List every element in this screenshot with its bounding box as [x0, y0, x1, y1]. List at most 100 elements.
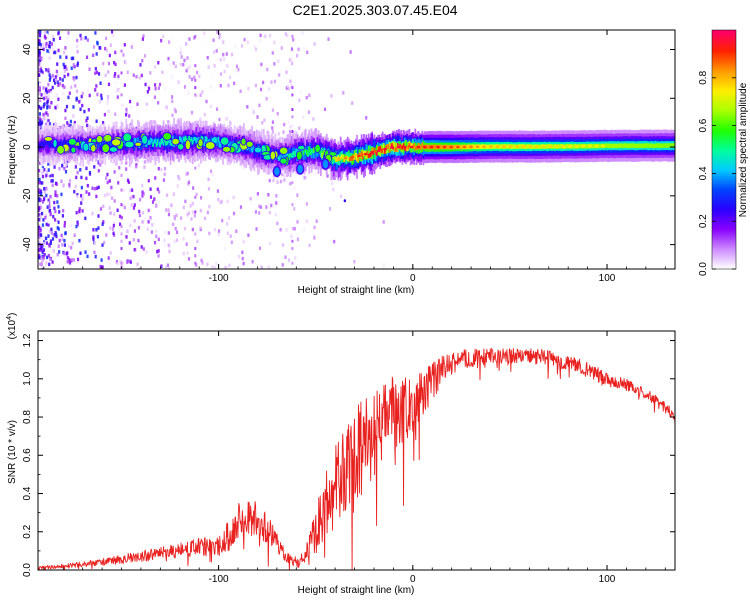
spectrogram-ridge-cell	[58, 141, 61, 147]
spectrogram-noise-cell	[78, 214, 81, 218]
spectrogram-noise-cell	[205, 99, 208, 104]
spectrogram-noise-cell	[209, 169, 213, 173]
spectrogram-noise-cell	[67, 95, 70, 100]
spectrogram-ridge-cell	[148, 140, 151, 146]
spectrogram-noise-cell	[40, 256, 43, 260]
spectrogram-noise-cell	[38, 168, 41, 173]
spectrogram-noise-cell	[39, 122, 42, 126]
spectrogram-noise-cell	[299, 90, 303, 94]
colorbar-cell	[712, 87, 736, 91]
spectrogram-noise-cell	[230, 109, 233, 113]
spectrogram-ridge-cell	[639, 143, 642, 148]
spectrogram-noise-cell	[56, 252, 59, 257]
spectrogram-noise-cell	[39, 205, 43, 210]
spectrogram-noise-cell	[251, 107, 254, 111]
spectrogram-peak	[442, 145, 447, 149]
spectrogram-noise-cell	[255, 181, 258, 186]
spectrogram-ridge-cell	[347, 156, 350, 162]
colorbar-cell	[712, 143, 736, 147]
spectrogram-ridge-cell	[312, 147, 315, 159]
spectrogram-noise-cell	[39, 189, 43, 193]
spectrogram-ridge-cell	[290, 153, 293, 158]
spectrogram-noise-cell	[63, 238, 66, 243]
spectrogram-ridge-cell	[49, 140, 52, 147]
spectrogram-noise-cell	[287, 86, 290, 91]
spectrogram-ridge-cell	[229, 141, 231, 147]
spectrogram-noise-cell	[38, 190, 41, 194]
spectrogram-noise-cell	[113, 170, 116, 174]
spectrogram-ridge-cell	[41, 140, 44, 145]
spectrogram-noise-cell	[149, 174, 153, 179]
spectrogram-noise-cell	[76, 220, 79, 224]
spectrogram-noise-cell	[108, 206, 111, 210]
spectrogram-noise-cell	[76, 44, 79, 49]
spectrogram-noise-cell	[76, 63, 79, 68]
spectrogram-noise-cell	[101, 120, 105, 125]
spectrogram-noise-cell	[78, 100, 81, 104]
spectrogram-noise-cell	[120, 49, 123, 53]
spectrogram-noise-cell	[194, 261, 197, 265]
spectrogram-noise-cell	[48, 45, 51, 49]
spectrogram-noise-cell	[271, 51, 274, 55]
spectrogram-noise-cell	[170, 203, 173, 208]
spectrogram-noise-cell	[192, 186, 195, 190]
spectrogram-noise-cell	[38, 235, 41, 240]
spectrogram-noise-cell	[46, 205, 49, 209]
spectrogram-noise-cell	[206, 196, 210, 201]
spectrogram-noise-cell	[63, 50, 66, 55]
spectrogram-noise-cell	[212, 50, 216, 54]
spectrogram-noise-cell	[78, 207, 81, 211]
spectrogram-noise-cell	[189, 204, 192, 208]
spectrogram-ridge-cell	[598, 143, 601, 149]
spectrogram-noise-cell	[47, 168, 50, 172]
spectrogram-ridge-cell	[211, 138, 214, 144]
spectrogram-noise-cell	[53, 233, 56, 237]
spectrogram-noise-cell	[78, 209, 81, 213]
colorbar-cell	[712, 53, 736, 57]
spectrogram-noise-cell	[94, 210, 97, 215]
spectrogram-noise-cell	[48, 201, 51, 205]
spectrogram-ridge-cell	[109, 140, 111, 152]
colorbar-cell	[712, 243, 736, 246]
spectrogram-noise-cell	[52, 37, 55, 42]
spectrogram-noise-cell	[49, 67, 52, 71]
colorbar-cell	[712, 207, 736, 210]
spectrogram-noise-cell	[73, 64, 76, 69]
colorbar-cell	[712, 51, 736, 55]
spectrogram-noise-cell	[273, 79, 276, 84]
spectrogram-noise-cell	[157, 237, 160, 242]
spectrogram-noise-cell	[180, 216, 183, 220]
spectrogram-peak	[502, 145, 506, 148]
spectrogram-noise-cell	[38, 213, 41, 217]
spectrogram-noise-cell	[195, 192, 198, 197]
spectrogram-ridge-cell	[133, 138, 136, 151]
spectrogram-noise-cell	[43, 96, 46, 101]
spectrogram-ridge-cell	[191, 139, 194, 145]
spectrogram-noise-cell	[123, 205, 126, 210]
spectrogram-noise-cell	[291, 93, 294, 97]
spectrogram-blob	[124, 140, 135, 149]
spectrogram-noise-cell	[268, 33, 272, 38]
spectrogram-noise-cell	[327, 37, 330, 41]
spectrogram-noise-cell	[314, 171, 317, 176]
spectrogram-noise-cell	[64, 231, 67, 236]
spectrogram-noise-cell	[48, 244, 51, 248]
spectrogram-noise-cell	[190, 77, 194, 82]
spectrogram-noise-cell	[173, 239, 176, 244]
spectrogram-ridge-cell	[192, 137, 195, 142]
spectrogram-noise-cell	[58, 238, 61, 243]
spectrogram-ridge-cell	[669, 143, 672, 148]
spectrogram-ridge-cell	[165, 141, 167, 146]
spectrogram-noise-cell	[112, 33, 115, 38]
colorbar-cell	[712, 39, 736, 43]
spectrogram-noise-cell	[42, 255, 45, 260]
spectrogram-ridge-cell	[414, 145, 417, 151]
spectrogram-noise-cell	[50, 179, 53, 183]
spectrogram-ridge-cell	[205, 136, 208, 143]
colorbar-cell	[712, 221, 736, 224]
spectrogram-noise-cell	[273, 62, 276, 66]
spectrogram-ridge-cell	[371, 148, 374, 153]
spectrogram-noise-cell	[215, 107, 219, 111]
spectrogram-noise-cell	[92, 53, 95, 58]
